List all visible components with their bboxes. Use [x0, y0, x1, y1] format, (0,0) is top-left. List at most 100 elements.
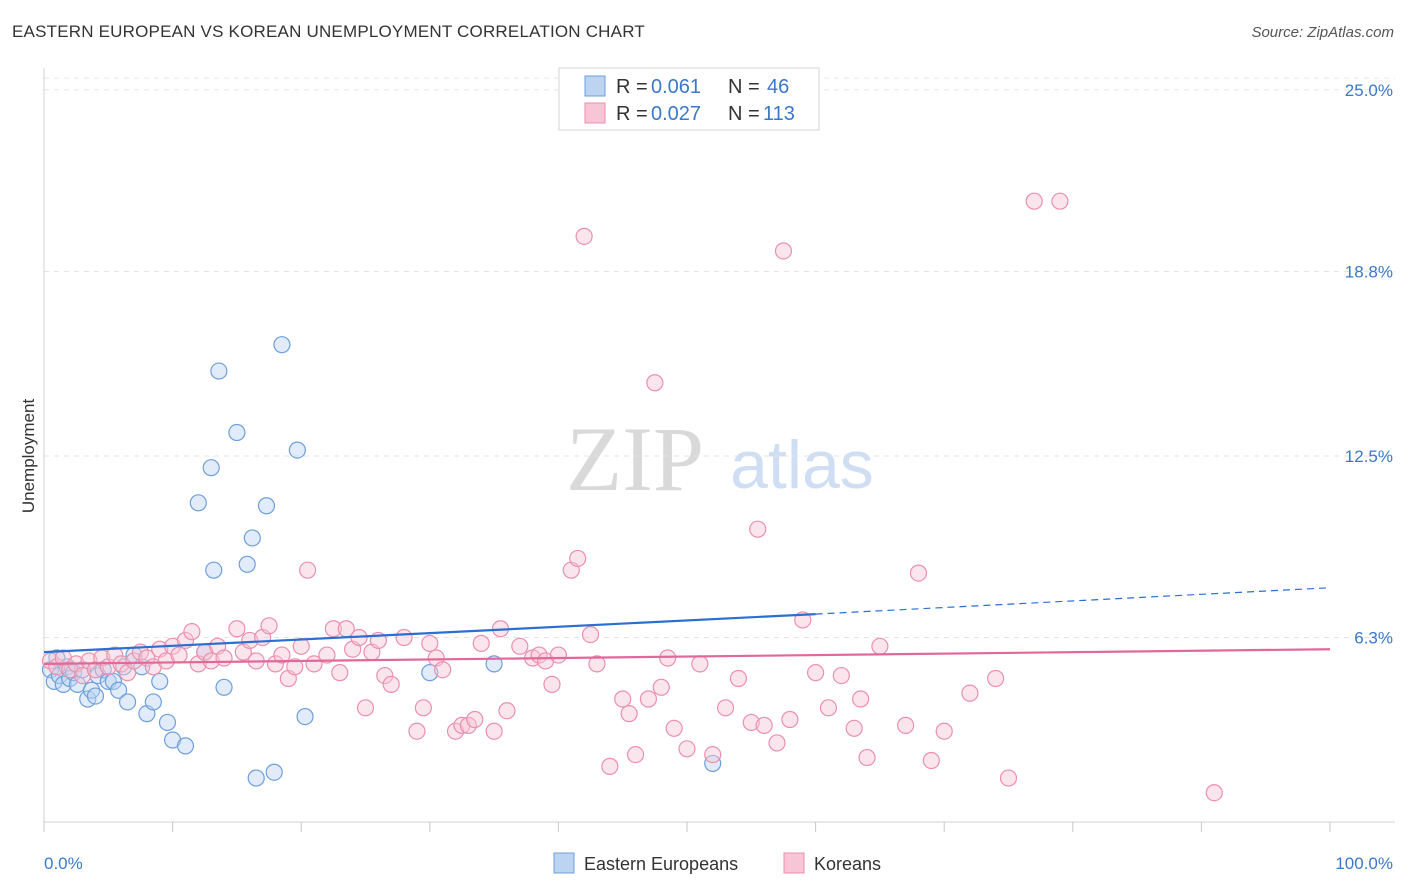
data-point — [987, 669, 1005, 688]
data-point — [408, 722, 426, 740]
data-point — [421, 664, 439, 682]
gridlines — [44, 77, 1395, 639]
chart-title: EASTERN EUROPEAN VS KOREAN UNEMPLOYMENT … — [12, 22, 645, 41]
legend-swatch-pink — [584, 102, 606, 124]
x-tick-label-max: 100.0% — [1335, 854, 1393, 873]
data-point — [1051, 192, 1069, 210]
data-point — [498, 702, 516, 720]
legend-r-label-pink: R = — [616, 103, 648, 125]
data-point — [832, 666, 850, 685]
data-point — [691, 655, 709, 673]
data-point — [189, 494, 207, 512]
data-point — [266, 655, 285, 673]
watermark-atlas: atlas — [730, 427, 874, 503]
legend-n-value-blue: 46 — [767, 76, 789, 98]
chart-source: Source: ZipAtlas.com — [1251, 24, 1394, 41]
data-point — [858, 748, 876, 767]
trendlines — [43, 587, 1331, 665]
data-point — [228, 620, 246, 638]
data-point — [356, 699, 375, 717]
data-point — [257, 497, 276, 515]
data-point — [466, 710, 484, 729]
trendline-koreans — [43, 648, 1331, 665]
bottom-legend-swatch-blue — [553, 852, 575, 874]
series-koreans — [41, 192, 1223, 802]
data-point — [569, 549, 587, 568]
data-point — [511, 637, 529, 655]
y-tick-label: 18.8% — [1345, 262, 1393, 281]
data-point — [845, 719, 863, 737]
data-point — [215, 678, 233, 696]
legend-n-value-pink: 113 — [763, 103, 795, 125]
legend-r-value-pink: 0.027 — [651, 103, 701, 125]
data-point — [54, 675, 72, 693]
data-point — [999, 769, 1018, 787]
data-point — [243, 529, 261, 547]
data-point — [296, 707, 314, 726]
data-point — [581, 625, 600, 644]
trendline-eastern-europeans — [43, 612, 816, 654]
y-tick-label: 6.3% — [1354, 629, 1393, 648]
data-point — [620, 705, 638, 723]
data-point — [549, 646, 568, 664]
data-point — [646, 374, 664, 392]
data-point — [588, 655, 606, 673]
data-point — [215, 649, 233, 667]
data-point — [434, 661, 452, 679]
data-point — [376, 666, 394, 685]
data-point — [806, 664, 825, 682]
data-point — [543, 675, 561, 693]
data-point — [205, 561, 223, 579]
x-tick-label-min: 0.0% — [44, 854, 83, 873]
data-point — [749, 520, 767, 538]
bottom-legend-label-blue: Eastern Europeans — [584, 854, 738, 874]
data-point — [324, 620, 342, 638]
series-eastern-europeans — [41, 336, 722, 787]
data-point — [601, 757, 619, 775]
data-point — [228, 423, 246, 442]
data-point — [247, 769, 265, 787]
legend-r-label-blue: R = — [616, 76, 648, 98]
data-point — [80, 652, 98, 670]
data-point — [819, 699, 838, 717]
data-point — [961, 684, 979, 702]
data-point — [299, 561, 317, 579]
bottom-legend-swatch-pink — [783, 852, 805, 874]
data-point — [716, 699, 735, 717]
data-point — [1205, 784, 1223, 802]
data-point — [170, 646, 188, 664]
data-point — [1025, 192, 1043, 210]
data-point — [871, 637, 889, 655]
data-point — [318, 646, 336, 664]
data-point — [755, 716, 773, 734]
y-tick-label: 12.5% — [1345, 447, 1393, 466]
bottom-legend: Eastern Europeans Koreans — [553, 852, 881, 874]
data-point — [414, 699, 432, 717]
data-point — [176, 737, 195, 755]
data-point — [729, 669, 748, 688]
data-point — [395, 628, 413, 647]
data-point — [109, 681, 128, 699]
y-tick-label: 25.0% — [1345, 81, 1393, 100]
data-point — [626, 746, 645, 764]
data-point — [421, 634, 439, 652]
data-point — [273, 336, 291, 354]
legend-swatch-blue — [584, 75, 606, 97]
top-legend: R = 0.061 N = 46 R = 0.027 N = 113 — [558, 67, 820, 131]
data-point — [260, 617, 278, 635]
data-point — [665, 719, 683, 737]
data-point — [238, 555, 256, 573]
data-point — [292, 637, 310, 655]
data-point — [852, 690, 870, 708]
data-point — [265, 763, 283, 781]
data-point — [768, 734, 786, 752]
y-axis-label: Unemployment — [19, 399, 38, 514]
data-point — [151, 672, 169, 691]
data-point — [485, 722, 503, 740]
data-point — [909, 564, 928, 582]
data-point — [614, 690, 632, 708]
trendline-eastern-europeans-extension — [815, 587, 1331, 615]
data-point — [183, 623, 201, 641]
data-point — [288, 441, 306, 459]
